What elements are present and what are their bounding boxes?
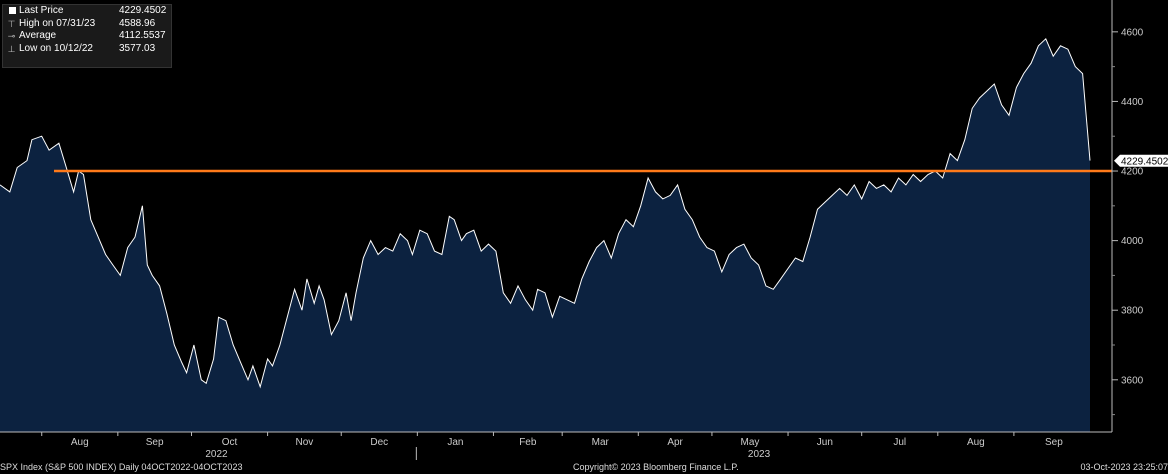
x-tick-label: Sep	[146, 437, 164, 448]
legend-label: Average	[19, 30, 57, 41]
price-line	[0, 37, 1091, 389]
x-tick-label: Aug	[967, 437, 985, 448]
legend-item-average: ⊸ Average 4112.5537	[3, 30, 171, 43]
year-label: 2023	[748, 449, 771, 460]
average-marker-icon: ⊸	[7, 31, 16, 41]
x-tick-label: Feb	[519, 437, 537, 448]
legend-label: High on 07/31/23	[19, 17, 96, 29]
high-marker-icon: ⊤	[7, 18, 16, 29]
x-tick-label: Aug	[71, 437, 89, 448]
plot-area	[0, 37, 1112, 433]
footer-timestamp: 03-Oct-2023 23:25:07	[1080, 462, 1168, 472]
x-tick-label: Mar	[592, 437, 610, 448]
y-tick-label: 4200	[1121, 167, 1144, 178]
x-tick-label: Jan	[447, 437, 463, 448]
legend-value: 4229.4502	[119, 5, 167, 16]
footer-bar: SPX Index (S&P 500 INDEX) Daily 04OCT202…	[0, 462, 1168, 474]
y-tick-label: 4600	[1121, 27, 1144, 38]
last-price-tag-label: 4229.4502	[1121, 156, 1168, 167]
year-label: 2022	[205, 449, 228, 460]
y-tick-label: 3600	[1121, 375, 1144, 386]
y-tick-label: 4400	[1121, 97, 1144, 108]
axes: 3600 3800 4000 4200 4400 4600 Aug Sep Oct Nov Dec J…	[0, 0, 1168, 460]
legend-item-low: ⊥ Low on 10/12/22 3577.03	[3, 43, 171, 56]
x-tick-label: Jul	[893, 437, 906, 448]
y-tick-label: 3800	[1121, 306, 1144, 317]
legend-label: Low on 10/12/22	[19, 42, 93, 54]
x-tick-label: Jun	[817, 437, 833, 448]
legend-item-last-price: Last Price 4229.4502	[3, 5, 171, 18]
x-tick-label: Dec	[370, 437, 388, 448]
x-tick-label: Apr	[667, 437, 683, 448]
legend: Last Price 4229.4502 ⊤ High on 07/31/23 …	[2, 4, 172, 68]
legend-value: 3577.03	[119, 42, 156, 54]
last-price-tag	[1114, 154, 1168, 167]
footer-security-info: SPX Index (S&P 500 INDEX) Daily 04OCT202…	[0, 462, 243, 472]
x-tick-label: Oct	[222, 437, 238, 448]
legend-label: Last Price	[19, 5, 64, 16]
square-icon	[9, 7, 16, 14]
x-tick-label: Nov	[296, 437, 314, 448]
legend-value: 4588.96	[119, 17, 156, 29]
x-tick-label: May	[741, 437, 760, 448]
legend-value: 4112.5537	[119, 30, 166, 41]
x-tick-label: Sep	[1045, 437, 1063, 448]
low-marker-icon: ⊥	[7, 43, 16, 54]
price-area	[0, 38, 1090, 433]
y-tick-label: 4000	[1121, 236, 1144, 247]
legend-item-high: ⊤ High on 07/31/23 4588.96	[3, 18, 171, 31]
footer-copyright: Copyright© 2023 Bloomberg Finance L.P.	[573, 462, 739, 472]
